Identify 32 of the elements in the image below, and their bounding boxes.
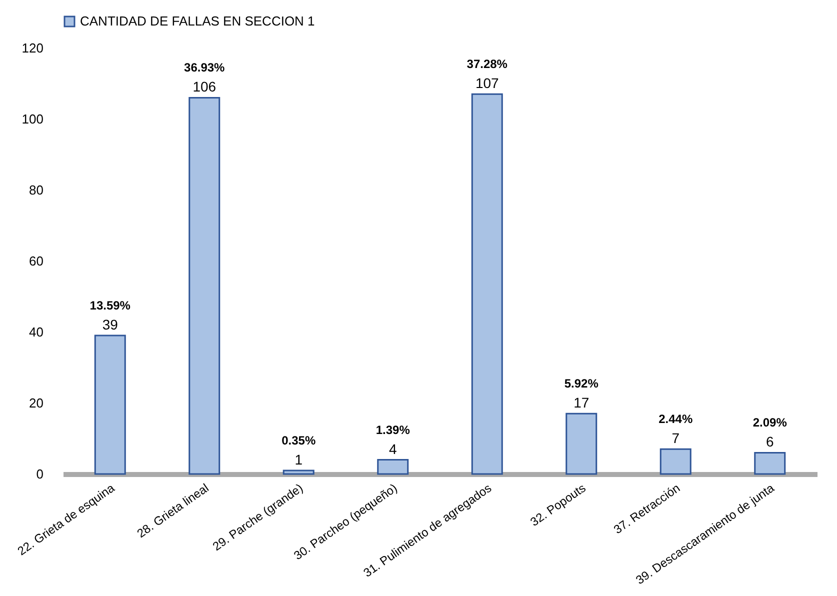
- data-label: 106: [192, 78, 216, 95]
- y-tick-label: 40: [29, 324, 44, 340]
- bar: [660, 448, 692, 475]
- y-tick-label: 20: [29, 396, 44, 410]
- y-tick-label: 80: [29, 182, 44, 198]
- annotation: 37.28%: [466, 57, 508, 72]
- y-tick-label: 0: [36, 466, 44, 482]
- annotation: 1.39%: [376, 422, 410, 437]
- bar: [94, 334, 126, 475]
- data-label: 6: [766, 434, 774, 450]
- annotation: 2.44%: [658, 412, 693, 426]
- data-label: 39: [102, 316, 118, 333]
- bar: [754, 452, 786, 475]
- bar: [188, 96, 220, 475]
- y-tick-label: 100: [22, 112, 44, 126]
- data-label: 1: [294, 451, 303, 468]
- data-label: 17: [574, 394, 590, 411]
- data-label: 107: [475, 75, 500, 92]
- bar: [282, 470, 314, 475]
- y-tick-label: 120: [22, 40, 44, 56]
- bar: [471, 93, 503, 475]
- data-label: 7: [672, 430, 680, 446]
- bar: [566, 412, 598, 475]
- annotation: 13.59%: [90, 298, 131, 313]
- y-tick-label: 60: [29, 254, 44, 268]
- annotation: 2.09%: [752, 416, 788, 430]
- annotation: 36.93%: [184, 60, 226, 75]
- annotation: 0.35%: [282, 433, 316, 448]
- data-label: 4: [388, 440, 397, 457]
- annotation: 5.92%: [564, 376, 599, 391]
- legend-label: CANTIDAD DE FALLAS EN SECCION 1: [80, 14, 315, 28]
- bar: [377, 459, 409, 475]
